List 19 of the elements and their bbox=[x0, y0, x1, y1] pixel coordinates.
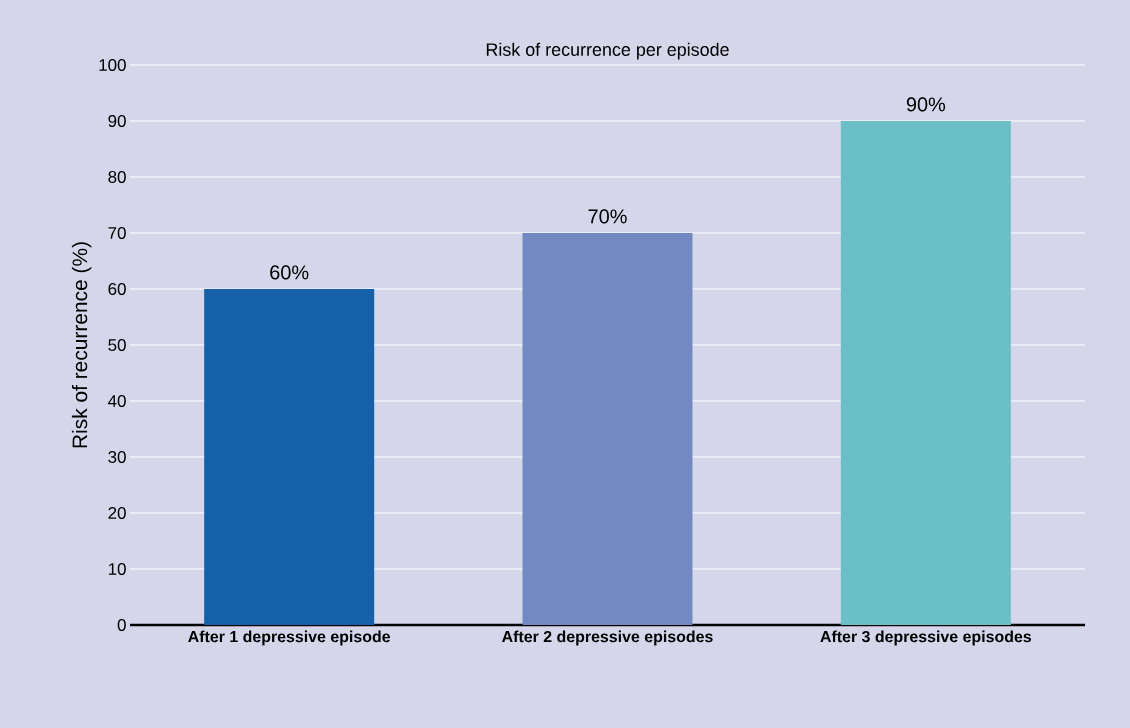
y-tick-label: 10 bbox=[108, 563, 126, 575]
y-tick-label: 50 bbox=[108, 339, 126, 351]
y-tick-label: 70 bbox=[108, 227, 126, 239]
y-tick-label: 60 bbox=[108, 283, 126, 295]
data-label: 70% bbox=[588, 209, 627, 224]
data-label: 90% bbox=[906, 97, 946, 112]
x-tick-label: After 2 depressive episodes bbox=[502, 630, 713, 646]
data-label: 60% bbox=[270, 265, 309, 280]
y-tick-label: 100 bbox=[99, 58, 126, 71]
y-tick-label: 0 bbox=[117, 619, 126, 631]
x-tick-label: After 1 depressive episode bbox=[188, 630, 391, 646]
y-tick-label: 40 bbox=[108, 395, 126, 407]
y-tick-label: 80 bbox=[108, 171, 126, 183]
chart-title: Risk of recurrence per episode bbox=[486, 42, 729, 60]
x-tick-label: After 3 depressive episodes bbox=[820, 630, 1032, 646]
y-tick-label: 20 bbox=[108, 507, 126, 519]
y-axis-title: Risk of recurrence (%) bbox=[71, 242, 92, 448]
y-tick-label: 90 bbox=[108, 115, 126, 127]
y-tick-label: 30 bbox=[108, 451, 126, 463]
